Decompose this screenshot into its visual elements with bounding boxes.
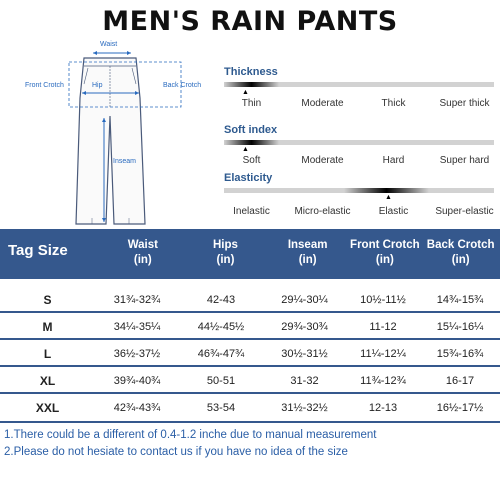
- table-row: XXL 42¾-43¾ 53-54 31½-32½ 12-13 16½-17½: [0, 394, 500, 421]
- measurement-cell: 36½-37½: [113, 347, 161, 360]
- inseam-label: Inseam: [113, 158, 136, 165]
- header-front-crotch: Front Crotch (in): [350, 239, 420, 266]
- size-table-header: Tag Size Waist (in) Hips (in) Inseam (in) F…: [0, 229, 500, 279]
- measurement-cell: 42¾-43¾: [113, 401, 161, 414]
- measurement-cell: 31-32: [290, 374, 319, 387]
- measurement-cell: 34¼-35¼: [113, 320, 161, 333]
- measurement-cell: 11¾-12¾: [360, 374, 406, 387]
- table-bottom-border: [0, 421, 500, 423]
- thickness-option: Moderate: [301, 98, 344, 109]
- row-divider: [0, 365, 500, 367]
- pants-illustration: [68, 51, 182, 225]
- measurement-cell: 46¾-47¾: [197, 347, 245, 360]
- back-crotch-label: Back Crotch: [163, 82, 202, 89]
- elasticity-marker-icon: ▲: [385, 194, 392, 201]
- header-back-crotch: Back Crotch (in): [426, 239, 495, 266]
- size-cell: XL: [39, 373, 56, 388]
- soft-index-bar: [224, 140, 494, 145]
- table-row: S 31¾-32¾ 42-43 29¼-30¼ 10½-11½ 14¾-15¾: [0, 286, 500, 313]
- size-cell: XXL: [35, 400, 60, 415]
- measurement-cell: 10½-11½: [360, 293, 406, 306]
- row-divider: [0, 392, 500, 394]
- header-waist: Waist (in): [127, 239, 158, 266]
- measurement-cell: 14¾-15¾: [436, 293, 484, 306]
- elasticity-option: Super-elastic: [435, 206, 494, 217]
- measurement-cell: 16-17: [445, 374, 475, 387]
- thickness-title: Thickness: [224, 66, 278, 78]
- measurement-cell: 30½-31½: [281, 347, 328, 360]
- size-cell: L: [43, 346, 52, 361]
- measurement-cell: 44½-45½: [197, 320, 245, 333]
- measurement-cell: 11-12: [369, 320, 397, 333]
- measurement-cell: 15¼-16¼: [436, 320, 484, 333]
- elasticity-fill: [344, 188, 429, 193]
- pants-diagram: Waist Front Crotch Hip Back Crotch Insea…: [0, 38, 215, 230]
- row-divider: [0, 311, 500, 313]
- measurement-cell: 11¼-12¼: [360, 347, 406, 360]
- elasticity-option: Elastic: [378, 206, 409, 217]
- measurement-cell: 16½-17½: [436, 401, 484, 414]
- soft-index-marker-icon: ▲: [242, 146, 249, 153]
- thickness-option: Super thick: [439, 98, 490, 109]
- hip-label: Hip: [92, 82, 103, 89]
- front-crotch-label: Front Crotch: [25, 82, 64, 89]
- note-contact: 2.Please do not hesiate to contact us if…: [4, 446, 348, 458]
- elasticity-option: Inelastic: [233, 206, 270, 217]
- table-row: XL 39¾-40¾ 50-51 31-32 11¾-12¾ 16-17: [0, 367, 500, 394]
- table-row: L 36½-37½ 46¾-47¾ 30½-31½ 11¼-12¼ 15¾-16…: [0, 340, 500, 367]
- measurement-cell: 53-54: [206, 401, 236, 414]
- soft-index-options: Soft Moderate Hard Super hard: [216, 155, 500, 166]
- header-tag-size: Tag Size: [8, 242, 68, 259]
- soft-index-title: Soft index: [224, 124, 278, 136]
- measurement-cell: 29¼-30¼: [281, 293, 328, 306]
- table-row: M 34¼-35¼ 44½-45½ 29¾-30¾ 11-12 15¼-16¼: [0, 313, 500, 340]
- size-cell: S: [43, 292, 52, 307]
- elasticity-title: Elasticity: [224, 172, 273, 184]
- soft-index-fill: [224, 140, 279, 145]
- measurement-cell: 12-13: [368, 401, 398, 414]
- thickness-marker-icon: ▲: [242, 89, 249, 96]
- thickness-options: Thin Moderate Thick Super thick: [216, 98, 500, 109]
- measurement-cell: 29¾-30¾: [281, 320, 328, 333]
- soft-index-option: Super hard: [439, 155, 490, 166]
- measurement-cell: 31¾-32¾: [113, 293, 161, 306]
- measurement-cell: 50-51: [206, 374, 236, 387]
- measurement-cell: 31½-32½: [281, 401, 328, 414]
- thickness-bar: [224, 82, 494, 87]
- soft-index-option: Soft: [242, 155, 261, 166]
- thickness-option: Thin: [241, 98, 262, 109]
- soft-index-option: Moderate: [301, 155, 344, 166]
- thickness-fill: [224, 82, 279, 87]
- note-measurement: 1.There could be a different of 0.4-1.2 …: [4, 429, 377, 441]
- row-divider: [0, 338, 500, 340]
- waist-label: Waist: [100, 41, 118, 48]
- header-inseam: Inseam (in): [287, 239, 328, 266]
- measurement-cell: 39¾-40¾: [113, 374, 161, 387]
- soft-index-option: Hard: [382, 155, 405, 166]
- header-hips: Hips (in): [213, 239, 238, 266]
- page-title: MEN'S RAIN PANTS: [102, 6, 398, 37]
- thickness-option: Thick: [381, 98, 406, 109]
- elasticity-options: Inelastic Micro-elastic Elastic Super-el…: [216, 206, 500, 217]
- size-cell: M: [42, 319, 53, 334]
- measurement-cell: 15¾-16¾: [436, 347, 484, 360]
- elasticity-bar: [224, 188, 494, 193]
- elasticity-option: Micro-elastic: [294, 206, 351, 217]
- measurement-cell: 42-43: [206, 293, 236, 306]
